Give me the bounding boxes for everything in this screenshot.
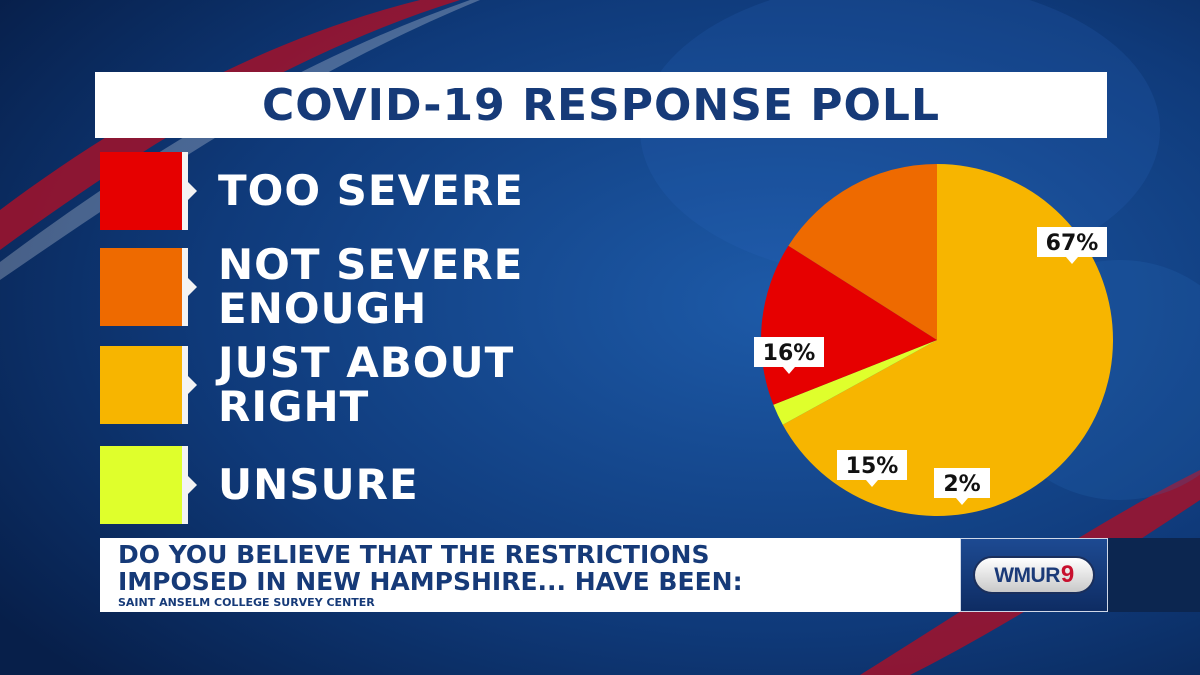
- pie-label-text: 67%: [1046, 231, 1099, 256]
- legend-notch: [188, 278, 197, 296]
- legend-label-unsure: UNSURE: [218, 460, 419, 509]
- legend-swatch-not-severe-enough: [100, 248, 182, 326]
- pie-slice-just-about-right: [782, 164, 1113, 517]
- pie-label-pointer: [1066, 257, 1078, 264]
- logo-text: WMUR9: [994, 561, 1074, 589]
- pie-label-box: [754, 337, 824, 367]
- legend-item-unsure: UNSURE: [100, 446, 600, 524]
- pie-label-text: 2%: [943, 472, 980, 497]
- pie-slice-unsure: [773, 340, 937, 425]
- pie-label-pointer: [783, 367, 795, 374]
- bottom-strip: [1108, 538, 1200, 612]
- legend-label-not-severe-enough: NOT SEVERE ENOUGH: [218, 240, 524, 333]
- legend-item-too-severe: TOO SEVERE: [100, 152, 600, 230]
- pie-slice-not-severe-enough: [788, 164, 937, 340]
- legend-item-just-about-right: JUST ABOUT RIGHT: [100, 341, 600, 429]
- poll-title: COVID-19 RESPONSE POLL: [262, 79, 940, 131]
- legend-swatch-too-severe: [100, 152, 182, 230]
- station-logo: WMUR9: [960, 538, 1108, 612]
- legend-swatch-unsure: [100, 446, 182, 524]
- pie-label-just-about-right: 67%: [1037, 227, 1107, 264]
- logo-number: 9: [1060, 561, 1074, 588]
- poll-question: DO YOU BELIEVE THAT THE RESTRICTIONS IMP…: [118, 540, 743, 596]
- pie-label-too-severe: 15%: [837, 450, 907, 487]
- pie-label-pointer: [866, 480, 878, 487]
- pie-label-box: [837, 450, 907, 480]
- legend-divider: [182, 248, 188, 326]
- lower-third: DO YOU BELIEVE THAT THE RESTRICTIONS IMP…: [100, 538, 960, 612]
- pie-label-box: [934, 468, 990, 498]
- survey-source: SAINT ANSELM COLLEGE SURVEY CENTER: [118, 596, 375, 609]
- title-bar: COVID-19 RESPONSE POLL: [95, 72, 1107, 138]
- legend-notch: [188, 376, 197, 394]
- pie-label-text: 15%: [846, 454, 899, 479]
- legend-label-too-severe: TOO SEVERE: [218, 166, 524, 215]
- pie-label-text: 16%: [763, 341, 816, 366]
- legend-divider: [182, 152, 188, 230]
- legend-divider: [182, 346, 188, 424]
- legend-swatch-just-about-right: [100, 346, 182, 424]
- legend-label-just-about-right: JUST ABOUT RIGHT: [218, 338, 515, 431]
- logo-letters: WMUR: [994, 564, 1060, 587]
- legend-divider: [182, 446, 188, 524]
- pie-label-unsure: 2%: [934, 468, 990, 505]
- legend-item-not-severe-enough: NOT SEVERE ENOUGH: [100, 243, 600, 331]
- logo-pill: WMUR9: [973, 556, 1095, 594]
- legend-notch: [188, 182, 197, 200]
- pie-label-not-severe-enough: 16%: [754, 337, 824, 374]
- pie-label-box: [1037, 227, 1107, 257]
- legend-notch: [188, 476, 197, 494]
- pie-label-pointer: [956, 498, 968, 505]
